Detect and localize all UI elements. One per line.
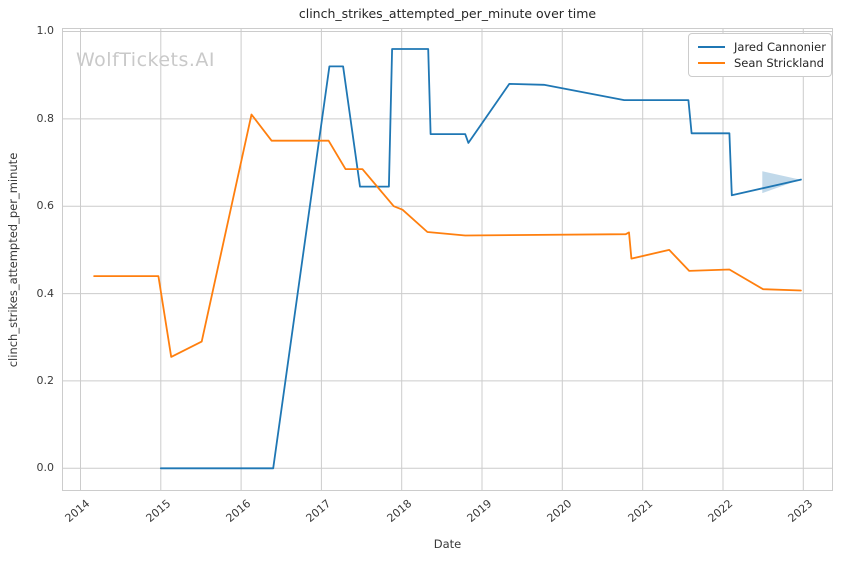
series-line-sean-strickland	[93, 113, 802, 358]
x-tick-label: 2015	[143, 497, 174, 525]
legend-label: Sean Strickland	[734, 56, 824, 70]
legend-item: Jared Cannonier	[698, 39, 826, 55]
x-tick-label: 2019	[464, 497, 495, 525]
y-tick-label: 0.4	[36, 286, 55, 300]
y-tick-label: 0.6	[36, 199, 55, 213]
x-axis-label: Date	[433, 537, 462, 551]
y-tick-label: 0.8	[36, 111, 55, 125]
x-tick-label: 2018	[384, 497, 415, 525]
y-axis-label: clinch_strikes_attempted_per_minute	[6, 152, 20, 368]
series-line-jared-cannonier	[159, 48, 802, 470]
plot-area	[62, 28, 833, 491]
y-tick-label: 1.0	[36, 24, 55, 38]
trend-arrow-annotation	[762, 171, 801, 194]
legend-box: Jared Cannonier Sean Strickland	[688, 33, 832, 77]
x-tick-label: 2021	[625, 497, 656, 525]
legend-label: Jared Cannonier	[734, 40, 826, 54]
x-tick-label: 2023	[785, 497, 816, 525]
x-tick-label: 2022	[705, 497, 736, 525]
chart-title: clinch_strikes_attempted_per_minute over…	[298, 6, 597, 21]
x-tick-label: 2014	[63, 497, 93, 525]
x-tick-label: 2017	[303, 497, 334, 525]
x-tick-label: 2016	[223, 497, 254, 525]
legend-item: Sean Strickland	[698, 55, 824, 71]
x-tick-label: 2020	[544, 497, 575, 525]
y-tick-label: 0.2	[36, 373, 55, 387]
y-tick-label: 0.0	[36, 461, 55, 475]
watermark-text: WolfTickets.AI	[76, 49, 216, 71]
line-swatch-icon	[698, 62, 725, 64]
line-swatch-icon	[698, 46, 725, 48]
